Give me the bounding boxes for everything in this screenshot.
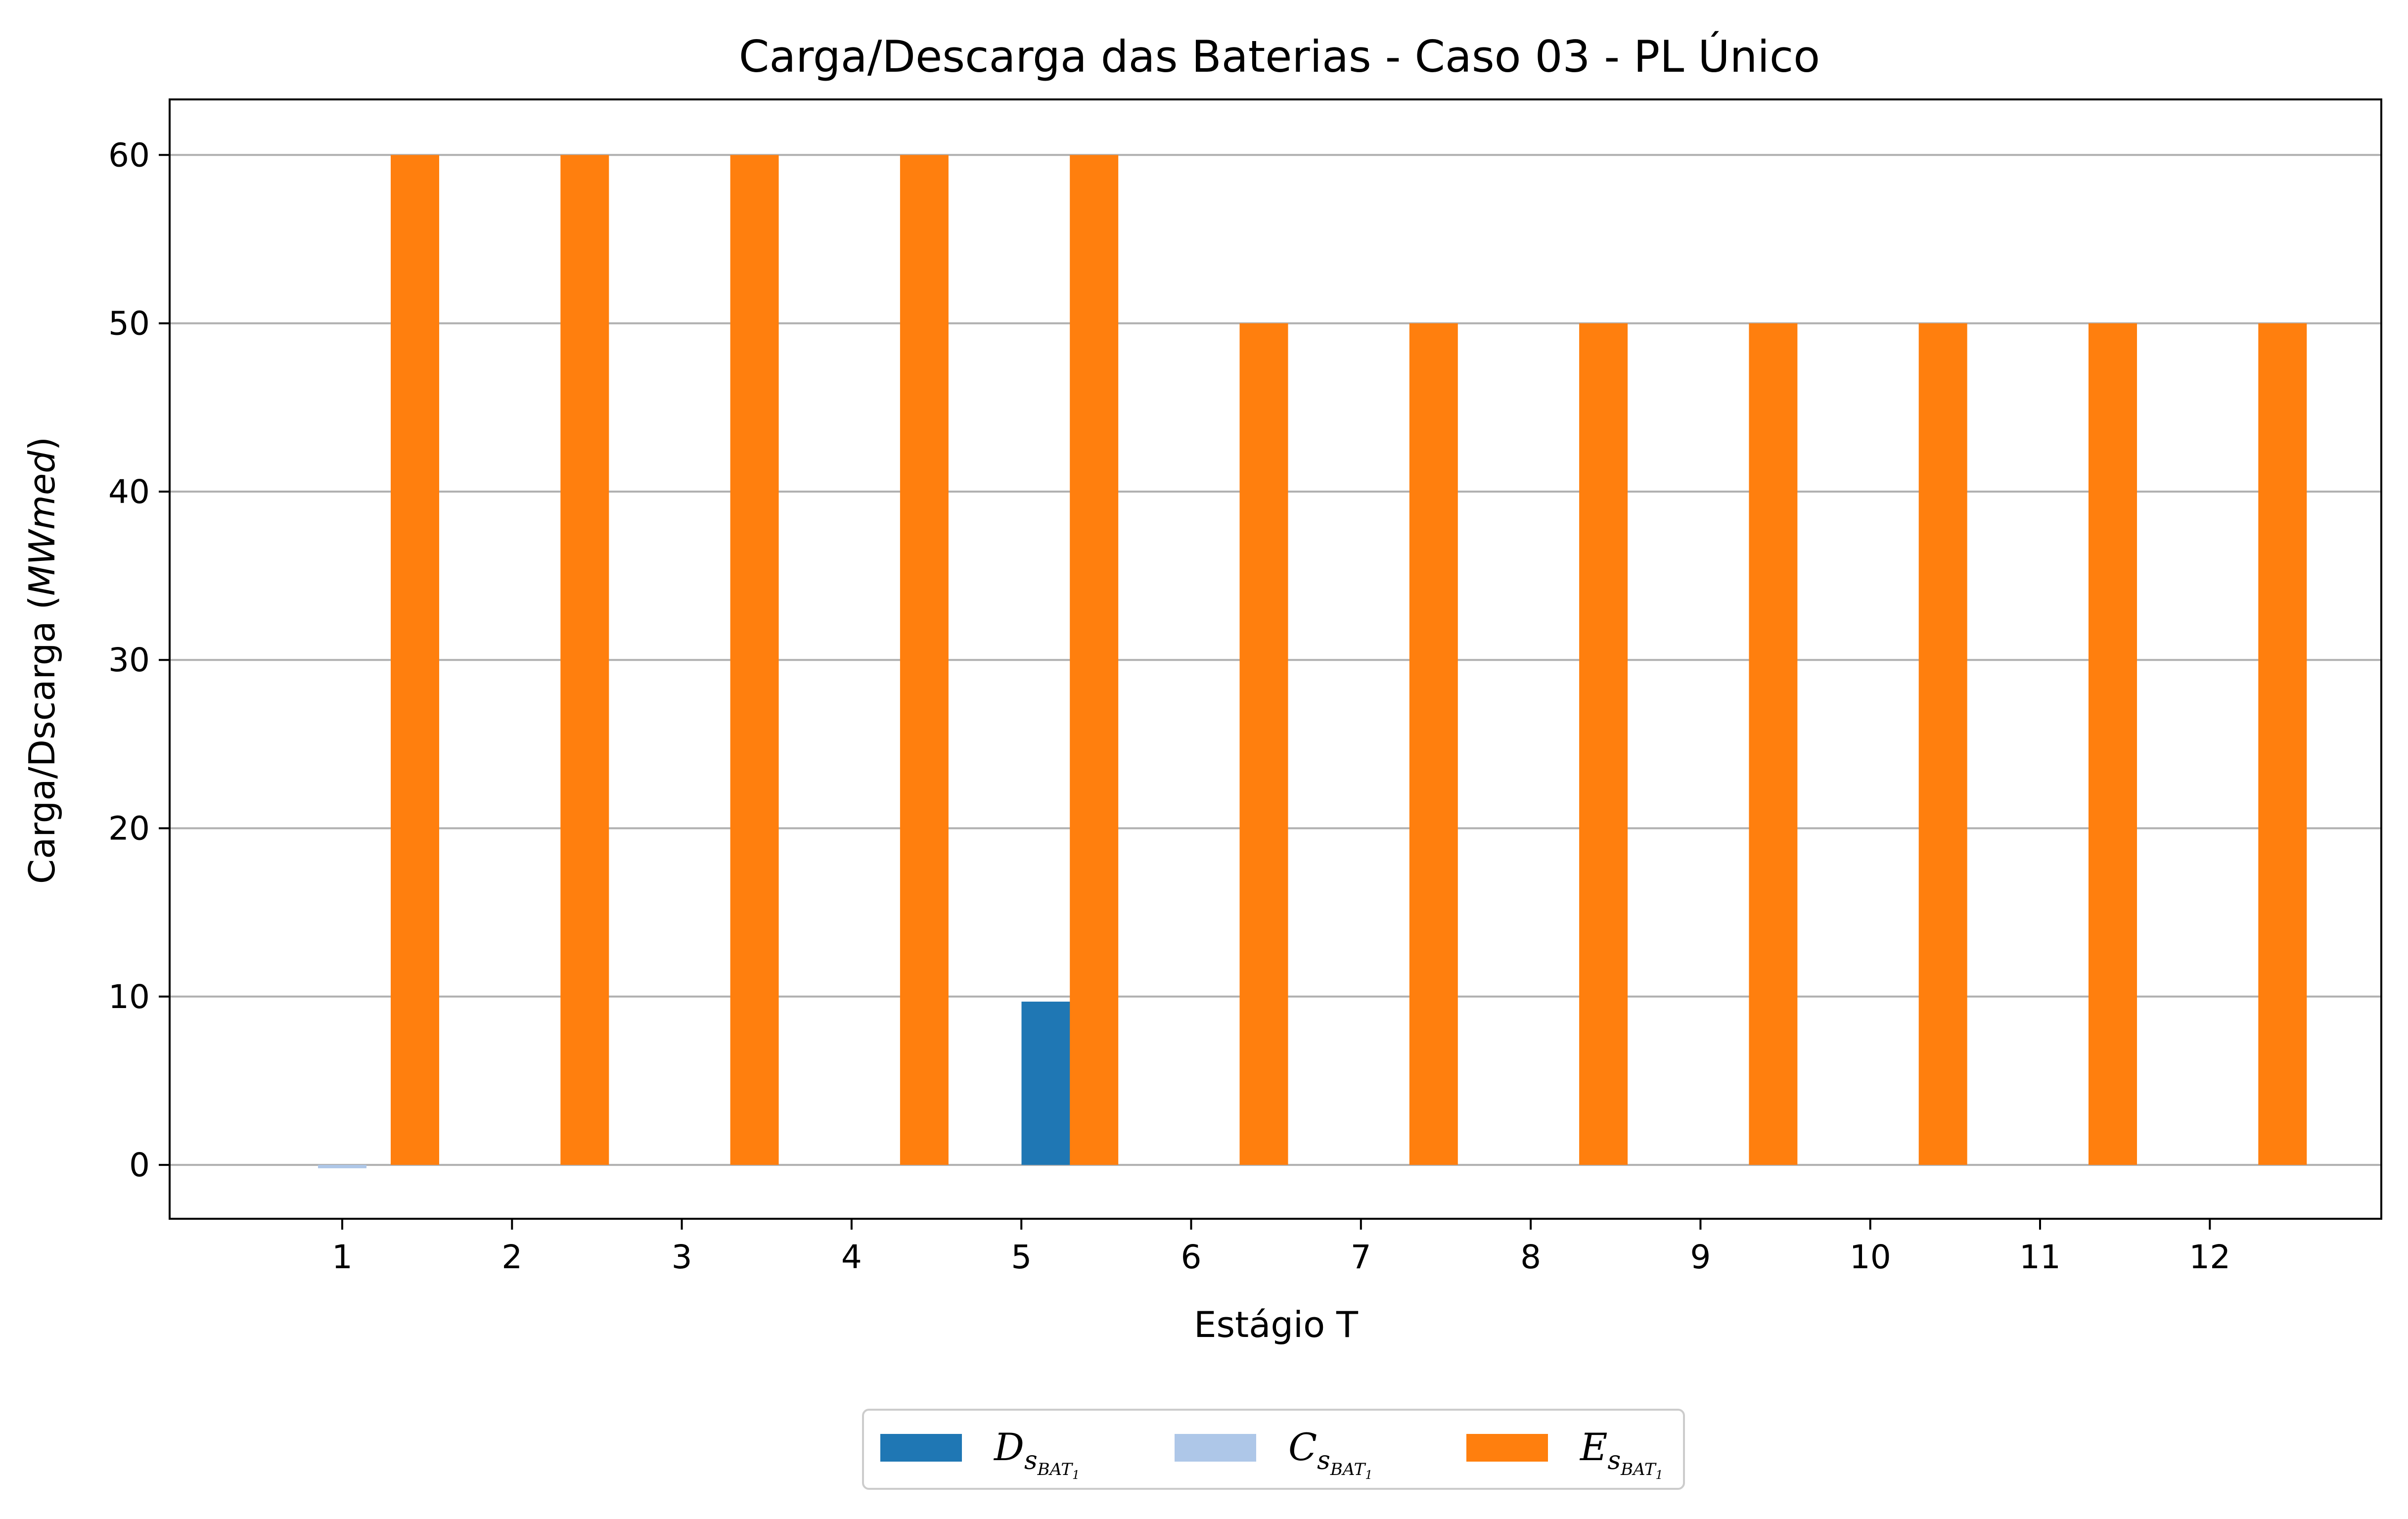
legend-label-sub2: BAT bbox=[1330, 1460, 1366, 1479]
x-tick-label: 4 bbox=[841, 1238, 862, 1276]
x-tick-label: 5 bbox=[1011, 1238, 1032, 1276]
bars bbox=[318, 155, 2307, 1168]
legend-label-2: EsBAT1 bbox=[1579, 1425, 1663, 1482]
legend-label-sub2: BAT bbox=[1037, 1460, 1074, 1479]
legend-label-sub3: 1 bbox=[1365, 1468, 1372, 1482]
x-tick-label: 10 bbox=[1850, 1238, 1891, 1276]
y-tick-label: 30 bbox=[108, 641, 150, 679]
legend-frame bbox=[862, 1409, 1685, 1490]
y-tick-label: 10 bbox=[108, 978, 150, 1016]
x-tick-label: 9 bbox=[1690, 1238, 1711, 1276]
legend-label-sub3: 1 bbox=[1072, 1468, 1080, 1482]
legend-label-sub1: s bbox=[1024, 1446, 1038, 1475]
bar-series-2-stage-6 bbox=[1239, 323, 1288, 1165]
legend-label-0: DsBAT1 bbox=[993, 1425, 1080, 1482]
legend-swatch-0 bbox=[880, 1434, 962, 1462]
x-axis: 1 2 3 4 5 6 7 8 9 10 11 12 bbox=[332, 1219, 2230, 1276]
y-axis-label-prefix: Carga/Dscarga ( bbox=[21, 596, 63, 884]
bar-series-2-stage-10 bbox=[1918, 323, 1967, 1165]
x-tick-label: 6 bbox=[1181, 1238, 1202, 1276]
bar-series-2-stage-7 bbox=[1409, 323, 1458, 1165]
bar-series-2-stage-11 bbox=[2089, 323, 2137, 1165]
legend-label-1: CsBAT1 bbox=[1288, 1425, 1372, 1482]
legend-label-sub3: 1 bbox=[1656, 1468, 1663, 1482]
chart-title: Carga/Descarga das Baterias - Caso 03 - … bbox=[739, 31, 1820, 82]
legend-label-main: E bbox=[1579, 1425, 1607, 1469]
legend-label-main: C bbox=[1288, 1425, 1317, 1469]
bar-series-2-stage-12 bbox=[2258, 323, 2307, 1165]
x-tick-label: 2 bbox=[501, 1238, 522, 1276]
legend-swatch-2 bbox=[1466, 1434, 1548, 1462]
legend-label-main: D bbox=[993, 1425, 1024, 1469]
legend-swatch-1 bbox=[1175, 1434, 1256, 1462]
x-tick-label: 12 bbox=[2189, 1238, 2230, 1276]
x-tick-label: 7 bbox=[1351, 1238, 1371, 1276]
y-axis-label-unit: MWmed bbox=[21, 450, 63, 596]
x-tick-label: 1 bbox=[332, 1238, 353, 1276]
y-tick-label: 50 bbox=[108, 305, 150, 343]
bar-series-2-stage-4 bbox=[900, 155, 949, 1165]
bar-series-2-stage-3 bbox=[730, 155, 779, 1165]
bar-series-2-stage-8 bbox=[1579, 323, 1628, 1165]
y-axis-label: Carga/Dscarga (MWmed) bbox=[21, 437, 63, 884]
y-axis: 0 10 20 30 40 50 60 bbox=[108, 136, 170, 1184]
y-tick-label: 20 bbox=[108, 810, 150, 848]
y-tick-label: 40 bbox=[108, 473, 150, 511]
y-tick-label: 60 bbox=[108, 136, 150, 174]
x-tick-label: 11 bbox=[2019, 1238, 2061, 1276]
legend-label-sub1: s bbox=[1317, 1446, 1330, 1475]
bar-series-2-stage-2 bbox=[560, 155, 609, 1165]
legend-label-sub1: s bbox=[1607, 1446, 1621, 1475]
bar-series-2-stage-1 bbox=[391, 155, 439, 1165]
y-tick-label: 0 bbox=[129, 1146, 150, 1184]
x-axis-label: Estágio T bbox=[1194, 1304, 1359, 1345]
bar-series-2-stage-9 bbox=[1749, 323, 1798, 1165]
x-tick-label: 8 bbox=[1520, 1238, 1541, 1276]
y-axis-label-suffix: ) bbox=[21, 437, 63, 451]
x-tick-label: 3 bbox=[672, 1238, 692, 1276]
bar-series-0-stage-6 bbox=[1021, 1002, 1070, 1165]
bar-series-2-stage-5 bbox=[1070, 155, 1119, 1165]
legend-label-sub2: BAT bbox=[1620, 1460, 1657, 1479]
bar-series-1-stage-1 bbox=[318, 1165, 366, 1168]
